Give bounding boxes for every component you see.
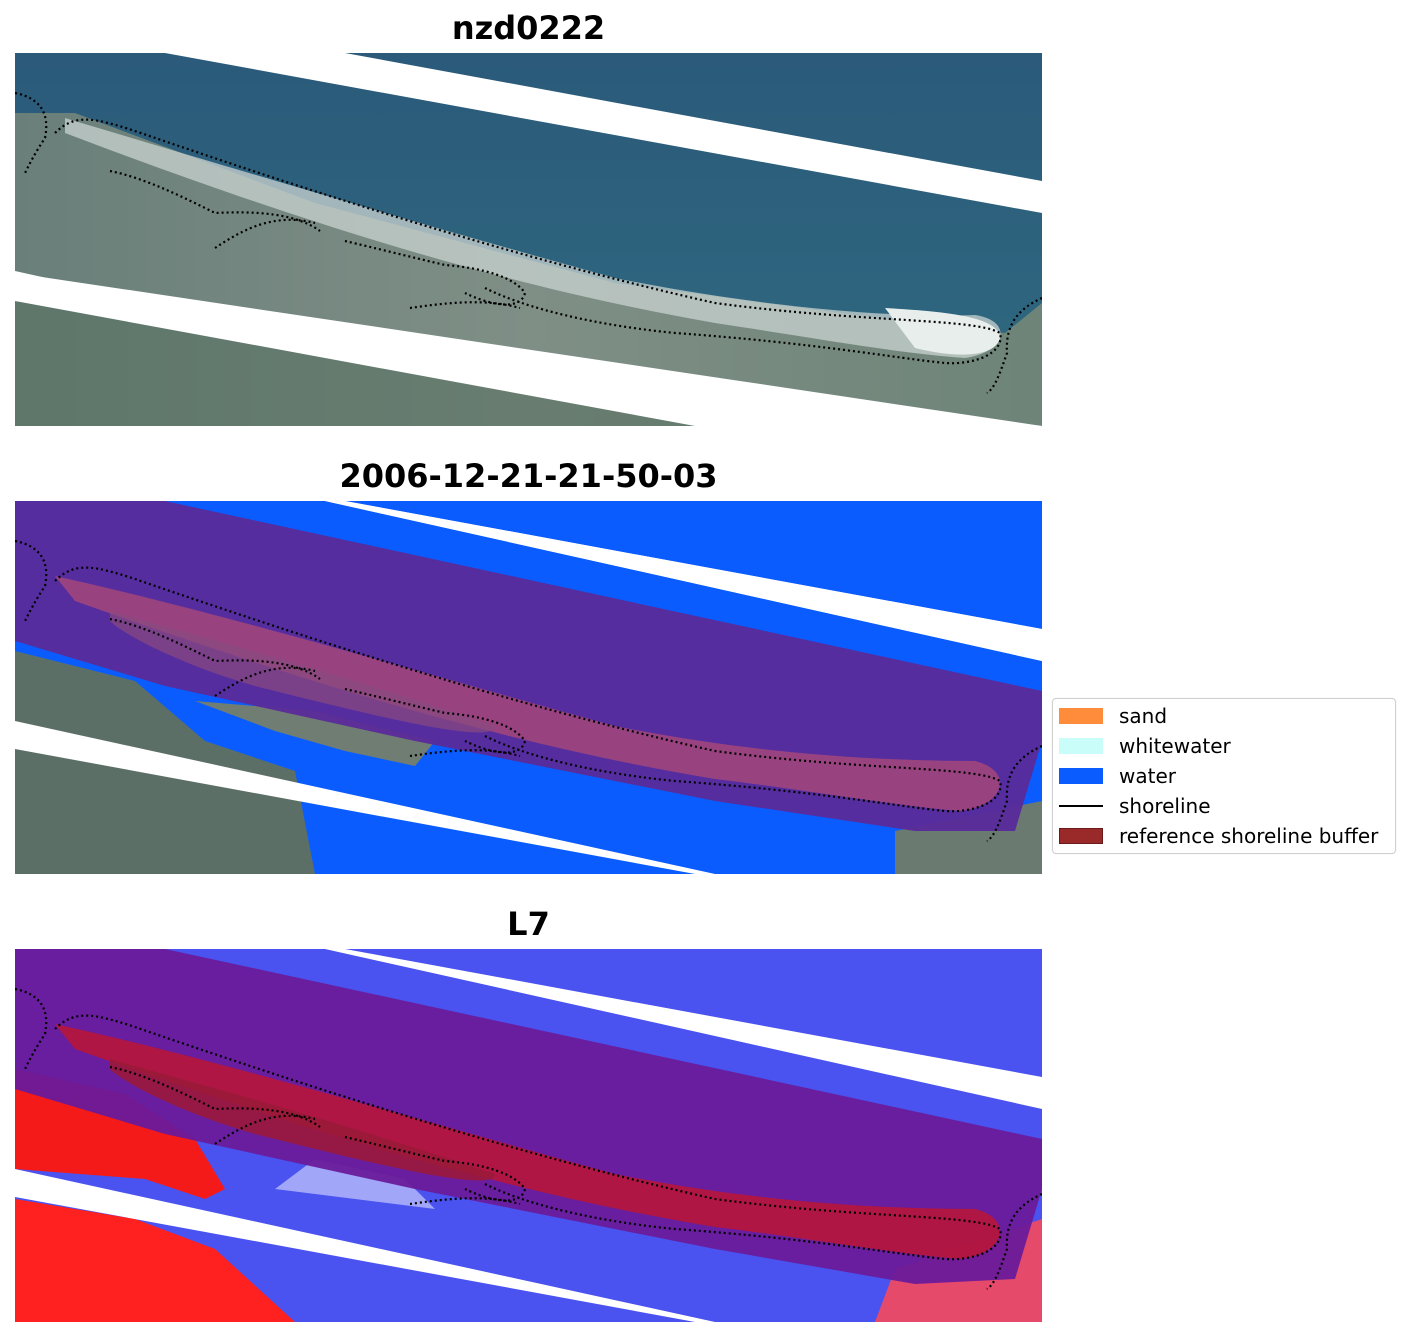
legend-label-whitewater: whitewater	[1119, 734, 1231, 758]
legend-swatch-sand	[1059, 708, 1103, 724]
rgb-satellite-image	[15, 53, 1042, 426]
legend-label-shoreline: shoreline	[1119, 794, 1211, 818]
classification-overlay-image	[15, 501, 1042, 874]
l7-index-image	[15, 949, 1042, 1322]
legend-item-water: water	[1059, 761, 1176, 791]
classification-image-panel	[15, 501, 1042, 874]
rgb-image-panel	[15, 53, 1042, 426]
panel-title-l7: L7	[507, 905, 550, 943]
legend-label-reference-buffer: reference shoreline buffer	[1119, 824, 1379, 848]
legend-swatch-shoreline	[1059, 805, 1103, 807]
legend-label-sand: sand	[1119, 704, 1168, 728]
panel-title-classification: 2006-12-21-21-50-03	[339, 457, 718, 495]
panel-title-rgb: nzd0222	[451, 9, 606, 47]
legend-item-whitewater: whitewater	[1059, 731, 1231, 761]
legend-swatch-water	[1059, 768, 1103, 784]
legend-item-shoreline: shoreline	[1059, 791, 1211, 821]
legend-item-reference-buffer: reference shoreline buffer	[1059, 821, 1378, 851]
legend-swatch-reference-buffer	[1059, 828, 1103, 844]
legend-label-water: water	[1119, 764, 1176, 788]
legend-item-sand: sand	[1059, 701, 1167, 731]
legend-swatch-whitewater	[1059, 738, 1103, 754]
legend: sand whitewater water shoreline referenc…	[1052, 698, 1396, 854]
l7-image-panel	[15, 949, 1042, 1322]
